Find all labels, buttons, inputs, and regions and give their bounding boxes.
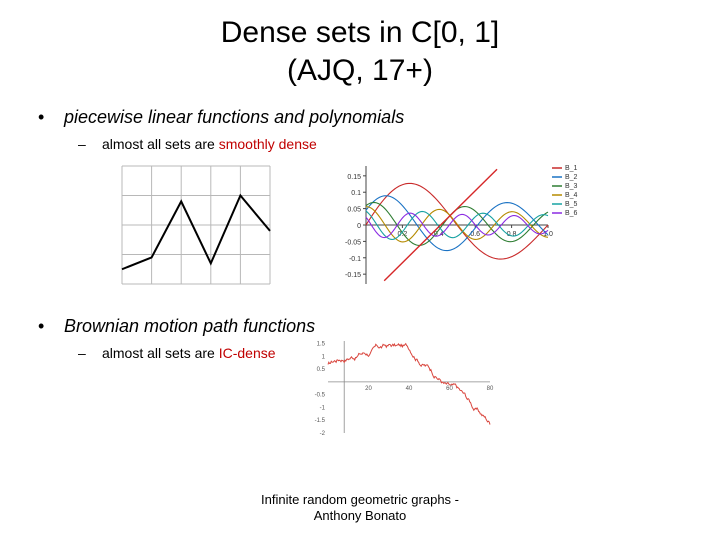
- svg-text:60: 60: [446, 386, 453, 392]
- svg-text:B_6: B_6: [565, 210, 578, 217]
- figure-row-1: -0.15-0.1-0.0500.050.10.150.20.40.60.81.…: [116, 160, 682, 290]
- bullet-2: • Brownian motion path functions: [38, 316, 682, 337]
- svg-text:0.05: 0.05: [347, 207, 361, 214]
- bullet-2-text: Brownian motion path functions: [64, 316, 315, 337]
- svg-text:-1.5: -1.5: [314, 418, 325, 424]
- piecewise-linear-chart: [116, 160, 276, 290]
- bessel-curves-chart: -0.15-0.1-0.0500.050.10.150.20.40.60.81.…: [332, 160, 582, 290]
- title-line2: (AJQ, 17+): [287, 54, 433, 87]
- sub1-prefix: almost all sets are: [102, 136, 219, 152]
- svg-text:-0.5: -0.5: [314, 393, 325, 399]
- svg-text:B_2: B_2: [565, 174, 578, 181]
- sub-bullet-2: – almost all sets are IC-dense: [78, 345, 276, 361]
- brownian-path-chart: 1.5 1 0.5 -0.5 -1 -1.5 -2 20 40 60 80: [304, 337, 494, 437]
- svg-text:-0.05: -0.05: [345, 239, 361, 246]
- dash-icon: –: [78, 345, 90, 361]
- svg-text:80: 80: [486, 386, 493, 392]
- section-2: • Brownian motion path functions – almos…: [38, 316, 682, 437]
- sub-bullet-1: – almost all sets are smoothly dense: [78, 136, 682, 152]
- bullet-1: • piecewise linear functions and polynom…: [38, 107, 682, 128]
- svg-text:0.1: 0.1: [351, 190, 361, 197]
- title-line1: Dense sets in C[0, 1]: [221, 16, 499, 49]
- svg-text:B_4: B_4: [565, 192, 578, 199]
- sub-bullet-1-text: almost all sets are smoothly dense: [102, 136, 317, 152]
- dash-icon: –: [78, 136, 90, 152]
- bullet-dot-icon: •: [38, 316, 50, 337]
- svg-text:0.15: 0.15: [347, 174, 361, 181]
- svg-text:-1: -1: [319, 405, 325, 411]
- sub-bullet-2-text: almost all sets are IC-dense: [102, 345, 276, 361]
- bullet-1-text: piecewise linear functions and polynomia…: [64, 107, 404, 128]
- svg-text:-2: -2: [319, 431, 325, 437]
- footer-line1: Infinite random geometric graphs -: [261, 492, 459, 507]
- bullet-dot-icon: •: [38, 107, 50, 128]
- slide-title: Dense sets in C[0, 1] (AJQ, 17+): [0, 0, 720, 89]
- svg-text:40: 40: [405, 386, 412, 392]
- content-area: • piecewise linear functions and polynom…: [0, 89, 720, 437]
- svg-text:B_3: B_3: [565, 183, 578, 190]
- sub2-prefix: almost all sets are: [102, 345, 219, 361]
- svg-text:20: 20: [365, 386, 372, 392]
- svg-text:1.5: 1.5: [316, 342, 325, 348]
- slide-footer: Infinite random geometric graphs - Antho…: [0, 492, 720, 525]
- svg-text:B_1: B_1: [565, 165, 578, 172]
- sub1-highlight: smoothly dense: [219, 136, 317, 152]
- svg-text:B_5: B_5: [565, 201, 578, 208]
- sub2-highlight: IC-dense: [219, 345, 276, 361]
- footer-line2: Anthony Bonato: [314, 508, 407, 523]
- svg-text:-0.15: -0.15: [345, 272, 361, 279]
- svg-text:1: 1: [321, 354, 325, 360]
- svg-text:0: 0: [357, 223, 361, 230]
- svg-text:0.5: 0.5: [316, 367, 325, 373]
- svg-text:-0.1: -0.1: [349, 256, 361, 263]
